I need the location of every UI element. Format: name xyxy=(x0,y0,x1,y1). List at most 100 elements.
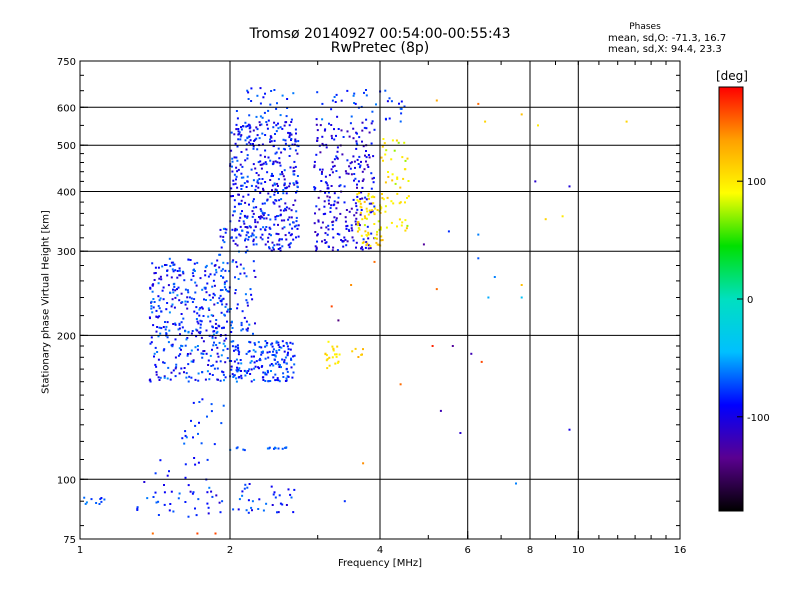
data-point xyxy=(292,204,295,206)
data-point xyxy=(400,112,403,115)
data-point xyxy=(381,239,384,242)
data-point xyxy=(181,326,184,329)
data-point xyxy=(377,220,380,223)
data-point xyxy=(252,143,254,145)
data-point xyxy=(288,223,291,226)
data-point xyxy=(178,269,181,272)
data-point xyxy=(351,236,354,239)
data-point xyxy=(171,345,174,348)
data-point xyxy=(231,228,234,231)
data-point xyxy=(328,356,331,359)
data-point xyxy=(264,345,267,348)
data-point xyxy=(326,358,329,361)
data-point xyxy=(151,262,154,265)
data-point xyxy=(268,226,271,229)
data-point xyxy=(153,279,156,281)
data-point xyxy=(242,125,245,128)
data-point xyxy=(363,200,366,203)
data-point xyxy=(273,121,276,124)
data-point xyxy=(395,139,398,142)
data-point xyxy=(230,149,233,152)
data-point xyxy=(270,136,273,139)
data-point xyxy=(226,320,228,323)
data-point xyxy=(283,219,286,222)
data-point xyxy=(276,377,279,380)
data-point xyxy=(216,302,219,304)
data-point xyxy=(100,497,103,499)
data-point xyxy=(187,258,190,261)
data-point xyxy=(153,355,155,358)
data-point xyxy=(277,511,280,514)
data-point xyxy=(357,356,360,358)
data-point xyxy=(184,501,187,503)
data-point xyxy=(254,343,257,346)
data-point xyxy=(244,159,247,162)
data-point xyxy=(283,124,286,127)
data-point xyxy=(238,219,241,222)
data-point xyxy=(241,494,244,497)
data-point xyxy=(232,508,235,511)
data-point xyxy=(163,348,166,351)
data-point xyxy=(361,170,364,173)
data-point xyxy=(331,99,334,102)
data-point xyxy=(210,490,213,493)
data-point xyxy=(186,289,189,292)
data-point xyxy=(220,246,223,249)
data-point xyxy=(358,192,361,195)
data-point xyxy=(214,532,217,535)
data-point xyxy=(246,372,249,374)
data-point xyxy=(384,205,387,208)
data-point xyxy=(103,498,106,501)
colorbar-label: [deg] xyxy=(716,69,748,83)
data-point xyxy=(272,162,275,165)
data-point xyxy=(406,157,409,160)
data-point xyxy=(285,209,288,212)
data-point xyxy=(225,303,228,306)
data-point xyxy=(224,231,227,234)
data-point xyxy=(234,182,237,185)
data-point xyxy=(276,102,278,105)
data-point xyxy=(224,345,227,348)
data-point xyxy=(240,151,243,153)
data-point xyxy=(267,109,270,112)
data-point xyxy=(316,240,318,243)
data-point xyxy=(188,375,191,378)
data-point xyxy=(177,328,180,331)
data-point xyxy=(387,175,390,178)
data-point xyxy=(261,233,264,236)
data-point xyxy=(232,340,235,343)
data-point xyxy=(356,230,359,233)
data-point xyxy=(271,354,274,356)
data-point xyxy=(184,330,187,333)
data-point xyxy=(154,272,157,274)
data-point xyxy=(208,378,211,381)
data-point xyxy=(397,141,400,144)
data-point xyxy=(238,203,241,206)
data-point xyxy=(256,221,259,224)
data-point xyxy=(225,280,228,283)
data-point xyxy=(255,206,258,209)
data-point xyxy=(399,201,402,204)
data-point xyxy=(380,156,383,159)
data-point xyxy=(355,217,358,220)
data-point xyxy=(293,183,296,186)
data-point xyxy=(260,215,263,218)
data-point xyxy=(250,235,253,238)
data-point xyxy=(210,410,213,413)
data-point xyxy=(261,216,264,219)
data-point xyxy=(162,326,165,328)
data-point xyxy=(332,246,335,249)
data-point xyxy=(365,94,368,97)
data-point xyxy=(208,372,211,375)
data-point xyxy=(164,321,166,323)
data-point xyxy=(256,94,259,97)
data-point xyxy=(213,303,216,306)
data-point xyxy=(165,333,168,336)
data-point xyxy=(333,128,335,131)
data-point xyxy=(264,371,267,374)
data-point xyxy=(230,360,233,362)
data-point xyxy=(163,503,166,506)
data-point xyxy=(382,159,384,162)
data-point xyxy=(372,181,375,184)
data-point xyxy=(331,224,334,227)
